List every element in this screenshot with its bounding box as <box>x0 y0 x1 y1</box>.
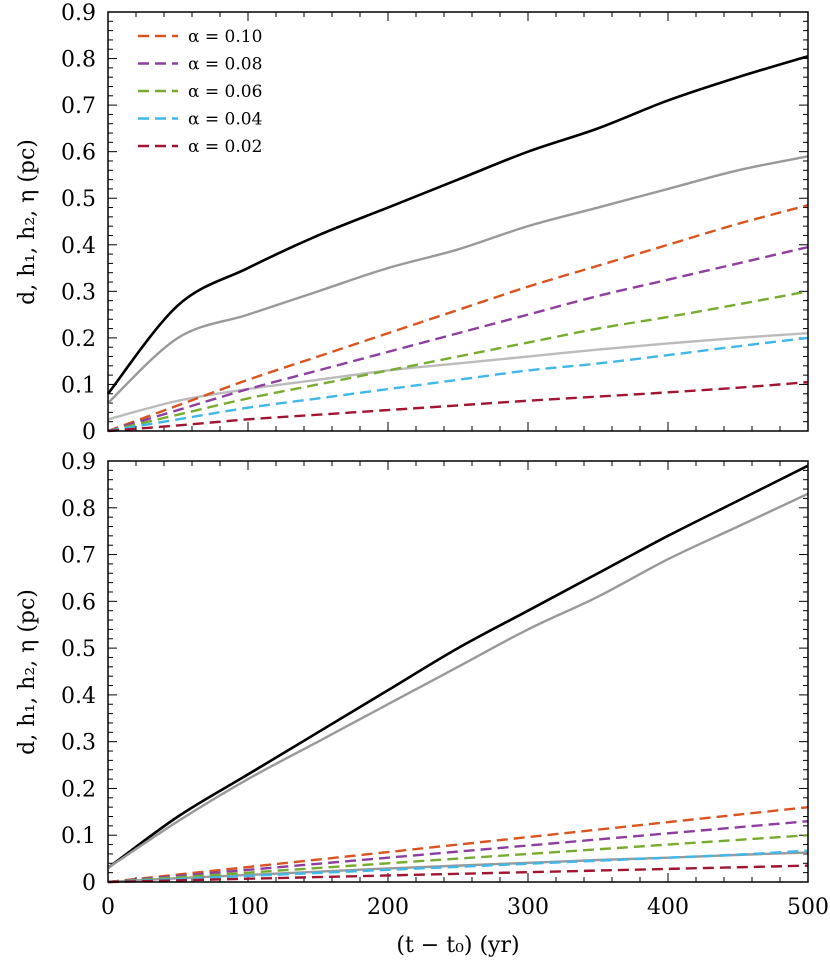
y-tick-label: 0.7 <box>61 544 96 569</box>
y-tick-label: 0.3 <box>61 731 96 756</box>
y-tick-label: 0.9 <box>61 1 96 26</box>
y-tick-label: 0.5 <box>61 637 96 662</box>
x-tick-label: 300 <box>507 895 549 920</box>
x-tick-label: 500 <box>787 895 829 920</box>
bottom-panel: 0 0.1 0.2 0.3 0.4 0.5 0.6 0.7 0.8 0.9 0 100 200 300 4… <box>15 450 829 958</box>
x-tick-label: 200 <box>367 895 409 920</box>
x-tick-label: 100 <box>227 895 269 920</box>
legend-label: α = 0.02 <box>188 137 262 157</box>
y-tick-label: 0.4 <box>61 684 96 709</box>
legend-label: α = 0.10 <box>188 27 262 47</box>
bottom-x-axis-label: (t − t₀) (yr) <box>396 933 519 958</box>
x-tick-label: 400 <box>647 895 689 920</box>
bottom-y-tick-labels: 0 0.1 0.2 0.3 0.4 0.5 0.6 0.7 0.8 0.9 <box>61 450 96 896</box>
series-line-solid <box>107 155 809 404</box>
bottom-series <box>107 464 809 884</box>
series-line-dashed <box>107 290 809 433</box>
legend-label: α = 0.06 <box>188 82 262 102</box>
y-tick-label: 0.8 <box>61 48 96 73</box>
y-tick-label: 0 <box>82 871 96 896</box>
y-tick-label: 0.2 <box>61 777 96 802</box>
series-line-dashed <box>107 819 809 884</box>
top-legend: α = 0.10 α = 0.08 α = 0.06 α = 0.04 α = 0.02 <box>138 27 262 157</box>
legend-label: α = 0.08 <box>188 55 262 75</box>
series-line-dashed <box>107 834 809 884</box>
series-line-solid <box>106 54 809 395</box>
y-tick-label: 0.1 <box>61 373 96 398</box>
bottom-x-tick-labels: 0 100 200 300 400 500 <box>101 895 829 920</box>
series-line-solid <box>107 464 809 870</box>
top-ticks <box>107 11 809 432</box>
series-line-solid <box>107 492 809 869</box>
series-line-solid <box>107 332 809 421</box>
y-tick-label: 0.8 <box>61 497 96 522</box>
y-tick-label: 0.4 <box>61 234 96 259</box>
y-tick-label: 0.3 <box>61 280 96 305</box>
top-plot-frame <box>107 11 809 432</box>
series-line-dashed <box>107 864 809 884</box>
y-tick-label: 0.1 <box>61 824 96 849</box>
top-series <box>106 54 809 433</box>
top-y-tick-labels: 0 0.1 0.2 0.3 0.4 0.5 0.6 0.7 0.8 0.9 <box>61 1 96 445</box>
series-line-dashed <box>107 380 809 433</box>
y-tick-label: 0.6 <box>61 141 96 166</box>
series-line-dashed <box>107 805 809 884</box>
bottom-plot-frame <box>107 460 809 883</box>
x-tick-label: 0 <box>101 895 115 920</box>
series-line-dashed <box>107 245 809 433</box>
legend-label: α = 0.04 <box>188 110 262 130</box>
bottom-ticks <box>107 460 809 883</box>
y-tick-label: 0.9 <box>61 450 96 475</box>
y-tick-label: 0.5 <box>61 187 96 212</box>
top-y-axis-label: d, h₁, h₂, η (pc) <box>15 139 40 305</box>
y-tick-label: 0 <box>82 420 96 445</box>
series-line-dashed <box>107 849 809 884</box>
top-panel: 0 0.1 0.2 0.3 0.4 0.5 0.6 0.7 0.8 0.9 d, h₁, h₂, … <box>15 1 809 445</box>
y-tick-label: 0.2 <box>61 327 96 352</box>
bottom-y-axis-label: d, h₁, h₂, η (pc) <box>15 589 40 755</box>
y-tick-label: 0.7 <box>61 94 96 119</box>
y-tick-label: 0.6 <box>61 590 96 615</box>
series-line-dashed <box>107 204 809 433</box>
series-line-dashed <box>107 336 809 433</box>
